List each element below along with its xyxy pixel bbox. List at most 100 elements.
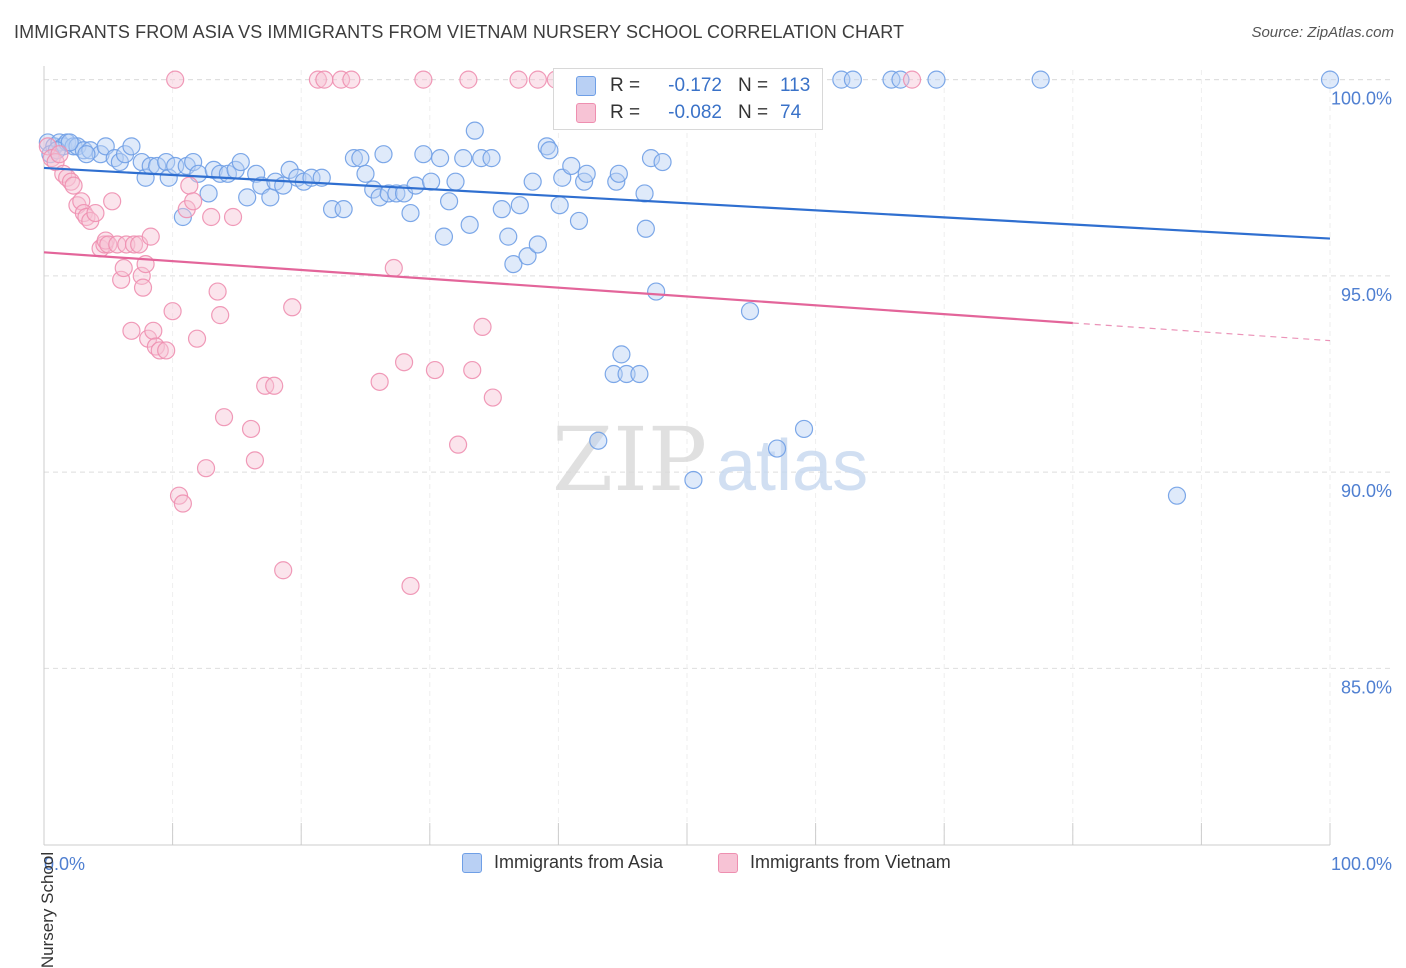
- point-asia: [653, 152, 672, 172]
- point-vietnam: [103, 192, 122, 211]
- point-asia: [499, 227, 518, 246]
- n-value-asia: 113: [780, 75, 811, 96]
- x-tick-label: 100.0%: [1331, 854, 1392, 874]
- point-asia: [1320, 70, 1340, 89]
- point-vietnam: [425, 360, 445, 380]
- chart-source: Source: ZipAtlas.com: [1251, 24, 1394, 41]
- gridlines: [44, 70, 1392, 845]
- y-tick-label: 90.0%: [1341, 481, 1392, 501]
- legend-swatch-asia-bottom: [462, 852, 482, 873]
- point-vietnam: [124, 235, 144, 254]
- point-asia: [569, 211, 589, 231]
- point-vietnam: [117, 235, 136, 254]
- point-asia: [77, 145, 96, 164]
- point-vietnam: [331, 70, 351, 89]
- tick-labels: 100.0% 95.0% 90.0% 85.0% 0.0% 100.0%: [44, 89, 1392, 874]
- legend-label-vietnam: Immigrants from Vietnam: [750, 852, 951, 872]
- point-asia: [636, 219, 655, 238]
- point-vietnam: [86, 203, 105, 223]
- point-vietnam: [483, 388, 502, 407]
- point-vietnam: [208, 282, 227, 301]
- point-asia: [387, 184, 406, 203]
- point-vietnam: [274, 561, 293, 580]
- point-vietnam: [214, 408, 234, 427]
- point-vietnam: [308, 70, 328, 89]
- point-asia: [184, 152, 203, 172]
- point-asia: [482, 149, 501, 168]
- point-vietnam: [114, 258, 133, 278]
- legend-label-asia: Immigrants from Asia: [494, 852, 664, 872]
- point-asia: [647, 282, 666, 301]
- point-asia: [439, 192, 459, 211]
- point-vietnam: [122, 321, 141, 340]
- point-vietnam: [342, 70, 361, 89]
- point-asia: [641, 149, 661, 168]
- point-vietnam: [211, 306, 230, 325]
- point-vietnam: [473, 317, 492, 336]
- point-asia: [406, 176, 425, 195]
- point-asia: [1167, 486, 1187, 505]
- legend-row-asia: R = -0.172 N = 113: [576, 73, 810, 99]
- point-asia: [577, 164, 596, 183]
- trend-line-vietnam: [43, 251, 1073, 325]
- point-asia: [414, 145, 433, 164]
- point-vietnam: [463, 360, 482, 380]
- point-vietnam: [401, 576, 420, 596]
- point-asia: [540, 141, 559, 160]
- r-value-asia: -0.172: [668, 75, 722, 96]
- point-vietnam: [414, 70, 433, 89]
- point-vietnam: [166, 70, 185, 89]
- point-vietnam: [173, 494, 192, 513]
- point-asia: [454, 149, 473, 168]
- point-asia: [528, 235, 547, 254]
- point-asia: [472, 149, 491, 168]
- y-tick-label: 100.0%: [1331, 89, 1392, 109]
- point-vietnam: [157, 341, 176, 360]
- point-asia: [550, 196, 569, 215]
- legend-item-vietnam[interactable]: Immigrants from Vietnam: [718, 852, 951, 873]
- point-asia: [60, 133, 79, 152]
- point-vietnam: [64, 176, 83, 195]
- point-asia: [510, 196, 529, 215]
- point-asia: [843, 70, 862, 89]
- y-tick-label: 85.0%: [1341, 677, 1392, 697]
- point-asia: [492, 200, 511, 219]
- legend-swatch-asia: [576, 76, 596, 96]
- point-vietnam: [144, 321, 163, 340]
- point-vietnam: [315, 70, 334, 89]
- point-vietnam: [265, 376, 284, 395]
- chart-title: IMMIGRANTS FROM ASIA VS IMMIGRANTS FROM …: [14, 22, 905, 42]
- legend-item-asia[interactable]: Immigrants from Asia: [462, 852, 663, 873]
- x-tick-label: 0.0%: [44, 854, 85, 874]
- point-asia: [247, 164, 266, 183]
- point-vietnam: [196, 459, 216, 478]
- legend-swatch-vietnam: [576, 103, 596, 123]
- point-asia: [446, 172, 465, 191]
- point-vietnam: [141, 227, 160, 246]
- point-asia: [612, 345, 631, 364]
- point-asia: [518, 247, 537, 266]
- point-vietnam: [283, 298, 302, 317]
- point-asia: [604, 364, 623, 384]
- point-vietnam: [133, 278, 153, 297]
- scatter-plot: ZIP atlas 100.0%95.0%90.0%85.0%0.0% 100.0…: [38, 66, 1392, 874]
- axes: [43, 66, 1331, 846]
- point-asia: [609, 164, 628, 183]
- point-vietnam: [150, 341, 169, 360]
- point-vietnam: [202, 207, 221, 227]
- watermark-atlas: atlas: [716, 426, 868, 506]
- n-label-asia: N =: [738, 75, 769, 96]
- point-asia: [334, 200, 353, 219]
- point-vietnam: [245, 451, 265, 470]
- series-legend: Immigrants from Asia Immigrants from Vie…: [0, 850, 1406, 880]
- point-vietnam: [184, 192, 203, 211]
- point-vietnam: [180, 176, 199, 195]
- point-vietnam: [370, 372, 389, 391]
- legend-row-vietnam: R = -0.082 N = 74: [576, 100, 801, 126]
- trend-line-asia: [43, 166, 1331, 240]
- point-asia: [504, 255, 523, 274]
- point-asia: [280, 160, 299, 179]
- point-asia: [684, 470, 703, 490]
- point-asia: [421, 172, 441, 191]
- watermark-zip: ZIP: [552, 408, 707, 511]
